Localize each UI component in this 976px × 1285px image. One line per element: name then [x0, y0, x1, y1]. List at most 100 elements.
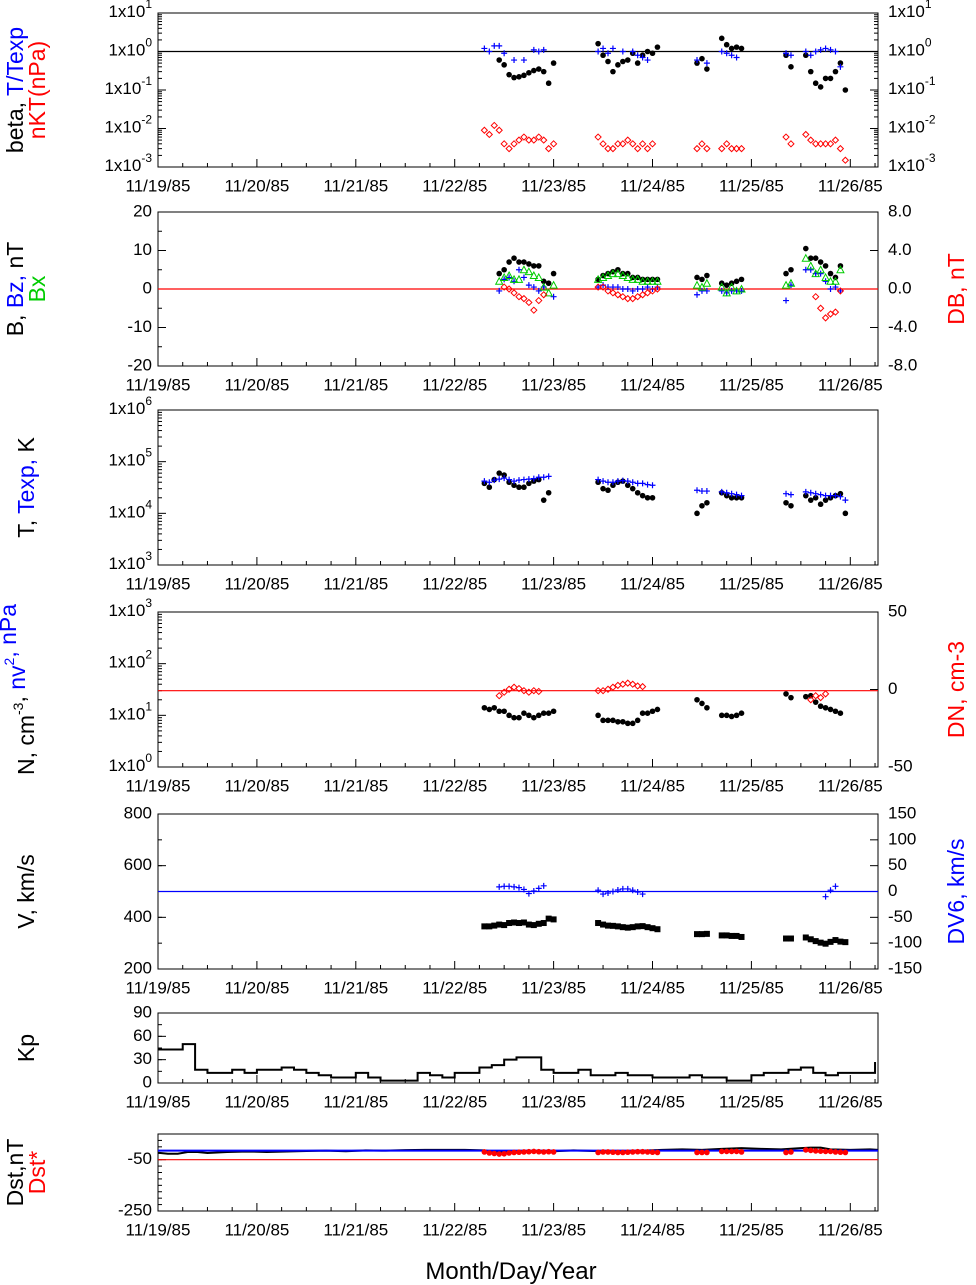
data-point	[837, 287, 844, 294]
data-point	[803, 492, 809, 499]
panel-temperature: 11/19/85 11/20/85 11/21/85 11/22/85 11/23/85…	[13, 394, 883, 593]
y-axis-label: beta, T/Texp	[2, 27, 28, 153]
data-point	[634, 923, 641, 930]
data-point	[604, 685, 612, 693]
data-point	[821, 690, 830, 698]
data-point	[704, 272, 710, 279]
data-point	[783, 1149, 789, 1156]
data-point	[613, 269, 623, 278]
data-point	[506, 476, 513, 483]
data-point	[481, 478, 488, 485]
x-tick-label: 11/25/85	[719, 1092, 784, 1111]
data-point	[832, 492, 839, 499]
data-point	[634, 52, 641, 59]
data-point	[629, 294, 637, 303]
y-tick-label: -50	[127, 1149, 152, 1168]
y-tick-label: 90	[133, 1002, 152, 1021]
data-point	[624, 136, 632, 144]
data-point	[827, 75, 834, 82]
data-point	[599, 140, 607, 148]
data-point	[718, 488, 725, 495]
data-point	[703, 144, 711, 153]
data-point	[802, 488, 809, 495]
x-tick-label: 11/21/85	[323, 776, 388, 795]
y-right-tick-label: 4.0	[888, 240, 912, 259]
data-point	[817, 491, 824, 498]
data-point	[703, 60, 710, 67]
x-tick-label: 11/23/85	[521, 1220, 586, 1239]
data-point	[535, 712, 542, 719]
x-tick-label: 11/25/85	[719, 574, 784, 593]
data-point	[486, 923, 493, 930]
data-point	[738, 492, 745, 499]
data-point	[644, 481, 651, 488]
data-point	[633, 144, 642, 153]
data-point	[550, 916, 557, 923]
data-point	[614, 923, 621, 930]
y-right-tick-label: 150	[888, 803, 916, 822]
data-point	[837, 63, 844, 70]
data-point	[812, 48, 819, 55]
data-point	[832, 1149, 839, 1155]
data-point	[501, 266, 507, 273]
y-right-tick-label: 50	[888, 601, 907, 620]
x-tick-label: 11/21/85	[323, 1092, 388, 1111]
data-point	[544, 144, 553, 153]
data-point	[620, 1149, 626, 1156]
data-point	[486, 706, 493, 713]
data-point	[718, 35, 725, 42]
data-point	[595, 712, 601, 719]
y-right-tick-label: 50	[888, 855, 907, 874]
data-point	[624, 478, 631, 485]
data-point	[501, 62, 507, 68]
data-point	[501, 472, 507, 478]
data-point	[600, 1149, 606, 1155]
data-point	[803, 52, 809, 59]
data-point	[486, 479, 493, 486]
series-0	[496, 35, 849, 93]
data-point	[649, 1149, 656, 1156]
data-point	[638, 140, 647, 148]
y-axis-label: T, Texp, K	[13, 437, 39, 538]
data-point	[610, 1149, 616, 1156]
data-point	[605, 717, 611, 724]
data-point	[495, 126, 503, 134]
y-right-tick-label: -100	[888, 933, 922, 952]
data-point	[643, 289, 652, 297]
data-point	[704, 1149, 710, 1156]
data-point	[787, 491, 794, 498]
data-point	[807, 266, 814, 273]
data-point	[496, 708, 503, 715]
y-tick-label: 800	[124, 803, 152, 822]
data-point	[733, 491, 740, 498]
data-point	[481, 1149, 488, 1155]
data-point	[832, 883, 839, 890]
data-point	[605, 50, 611, 57]
data-point	[832, 48, 839, 55]
data-point	[649, 50, 656, 57]
data-point	[807, 136, 815, 144]
data-point	[649, 482, 656, 489]
series-1	[495, 679, 830, 704]
data-point	[811, 292, 820, 301]
data-point	[812, 494, 819, 501]
y-tick-label: 1x106	[108, 394, 152, 418]
x-tick-label: 11/21/85	[323, 176, 388, 195]
data-point	[501, 475, 508, 482]
data-point	[595, 920, 602, 927]
data-point	[520, 133, 528, 141]
data-point	[624, 482, 631, 489]
x-tick-label: 11/26/85	[818, 776, 883, 795]
y-tick-label: 1x105	[108, 446, 152, 470]
y-right-tick-label: 8.0	[888, 201, 912, 220]
data-point	[540, 710, 547, 716]
data-point	[827, 46, 834, 53]
data-point	[733, 494, 740, 501]
y-tick-label: 1x10-1	[104, 74, 152, 98]
data-point	[624, 57, 631, 63]
data-point	[703, 488, 710, 495]
data-point	[486, 48, 493, 55]
data-point	[812, 80, 819, 87]
y-axis-label: Dst,nT	[2, 1139, 28, 1207]
data-point	[619, 924, 626, 931]
